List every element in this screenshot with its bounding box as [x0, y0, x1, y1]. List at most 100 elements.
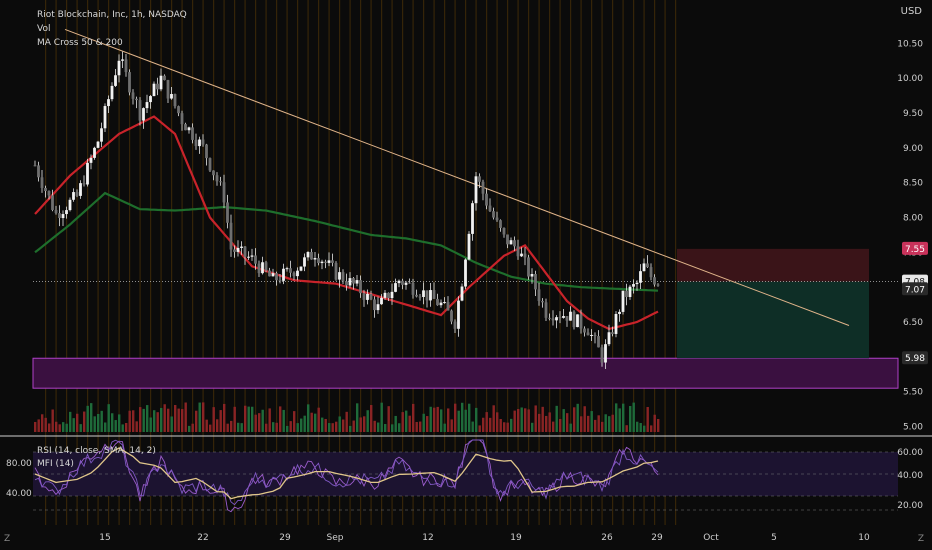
- candle-body: [264, 262, 268, 271]
- volume-bar: [146, 405, 149, 432]
- volume-bar: [611, 414, 614, 432]
- candle-body: [275, 273, 278, 281]
- volume-bar: [170, 416, 173, 432]
- volume-bar: [125, 423, 128, 432]
- volume-bar: [321, 417, 324, 432]
- session-stripe: [370, 0, 372, 525]
- candle-body: [212, 170, 215, 176]
- candle-body: [40, 177, 44, 188]
- volume-bar: [132, 410, 135, 432]
- candle-body: [513, 240, 516, 247]
- session-stripe: [402, 0, 404, 525]
- volume-bar: [461, 402, 464, 432]
- candle-body: [173, 94, 177, 107]
- candle-body: [142, 108, 145, 121]
- volume-bar: [419, 421, 422, 432]
- volume-bar: [566, 413, 569, 432]
- volume-bar: [69, 411, 72, 432]
- volume-bar: [440, 409, 443, 432]
- session-stripe: [76, 0, 78, 525]
- volume-bar: [156, 412, 159, 432]
- volume-bar: [538, 413, 541, 432]
- candle-body: [639, 271, 642, 283]
- session-stripe: [139, 0, 141, 525]
- candle-body: [261, 262, 264, 274]
- session-stripe: [202, 0, 204, 525]
- candle-body: [303, 257, 306, 267]
- candle-body: [436, 298, 439, 306]
- candle-body: [138, 100, 142, 121]
- candle-body: [79, 183, 82, 196]
- volume-bar: [97, 413, 100, 432]
- session-stripe: [549, 0, 551, 525]
- volume-bar: [160, 407, 163, 432]
- candle-body: [219, 181, 222, 183]
- indicator-rsi[interactable]: RSI (14, close, SMA, 14, 2): [37, 446, 156, 456]
- y-tick-label: 8.50: [903, 179, 923, 189]
- candle-body: [474, 176, 478, 204]
- volume-bar: [548, 412, 551, 432]
- volume-bar: [114, 420, 117, 432]
- session-stripe: [108, 0, 110, 525]
- volume-bar: [205, 419, 208, 432]
- indicator-vol[interactable]: Vol: [37, 24, 51, 34]
- volume-bar: [289, 421, 292, 432]
- volume-bar: [83, 411, 86, 432]
- volume-bar: [237, 422, 240, 432]
- zoom-icon-left[interactable]: Z: [4, 534, 11, 544]
- volume-bar: [62, 422, 65, 432]
- indicator-ma-cross[interactable]: MA Cross 50 & 200: [37, 38, 123, 48]
- volume-bar: [604, 414, 607, 432]
- volume-bar: [489, 417, 492, 432]
- candle-body: [292, 272, 296, 277]
- candle-body: [226, 202, 229, 223]
- candle-body: [478, 176, 481, 182]
- candles: [33, 51, 660, 369]
- rsi-left-tick: 40.00: [6, 489, 32, 499]
- volume-bar: [51, 409, 54, 432]
- candle-body: [562, 316, 565, 318]
- candle-body: [429, 290, 432, 301]
- volume-bar: [464, 409, 467, 432]
- candle-body: [506, 234, 509, 245]
- volume-bar: [576, 403, 579, 432]
- volume-bar: [587, 415, 590, 432]
- candle-body: [54, 209, 58, 214]
- candle-body: [572, 311, 576, 328]
- candle-body: [401, 280, 404, 285]
- candle-body: [530, 273, 534, 277]
- candle-body: [296, 270, 299, 277]
- volume-bar: [601, 421, 604, 432]
- candle-body: [593, 334, 597, 337]
- candle-body: [51, 195, 54, 210]
- session-stripe: [192, 0, 194, 525]
- candle-body: [481, 181, 485, 194]
- candle-body: [334, 262, 338, 280]
- volume-bar: [41, 414, 44, 432]
- volume-bar: [191, 423, 194, 432]
- zoom-icon-right[interactable]: Z: [917, 534, 924, 544]
- candle-body: [432, 290, 436, 299]
- session-stripe: [381, 0, 383, 525]
- volume-bar: [48, 423, 51, 432]
- session-stripe: [559, 0, 561, 525]
- volume-bar: [44, 417, 47, 432]
- volume-bar: [513, 410, 516, 432]
- candle-body: [299, 266, 303, 271]
- indicator-mfi[interactable]: MFI (14): [37, 459, 74, 469]
- session-stripe: [118, 0, 120, 525]
- candle-body: [254, 255, 257, 264]
- session-stripe: [433, 0, 435, 525]
- session-stripe: [391, 0, 393, 525]
- candle-body: [397, 280, 401, 284]
- candle-body: [488, 205, 492, 212]
- candle-body: [352, 278, 355, 284]
- x-tick-label: 15: [99, 533, 110, 543]
- volume-bar: [629, 406, 632, 432]
- volume-bar: [317, 407, 320, 432]
- volume-bar: [335, 421, 338, 432]
- session-stripe: [486, 0, 488, 525]
- price-badge: 7.55: [905, 245, 925, 255]
- candle-body: [236, 247, 240, 252]
